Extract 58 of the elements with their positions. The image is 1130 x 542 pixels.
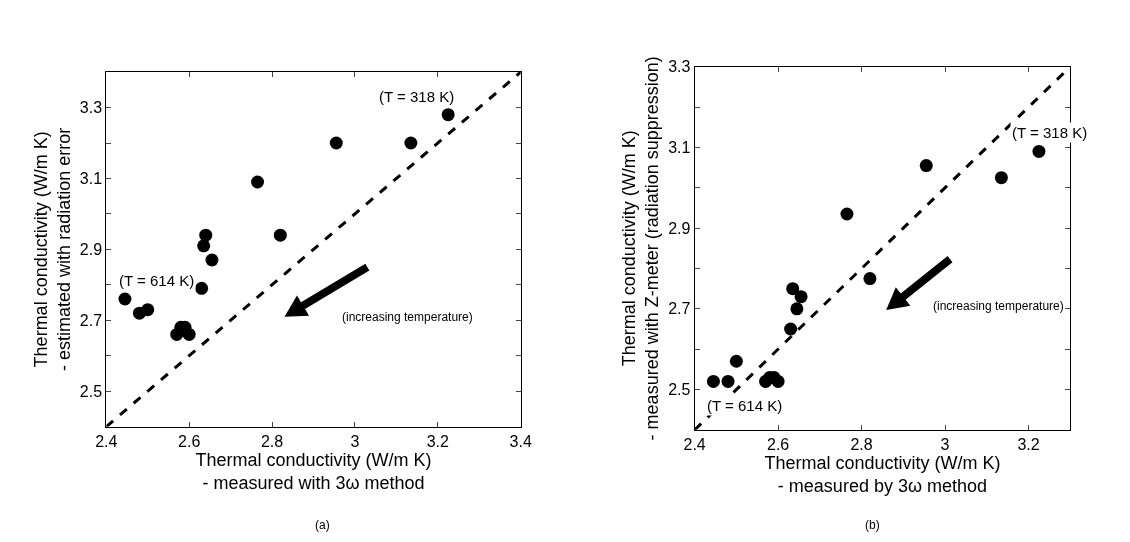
point	[994, 171, 1008, 185]
text: (b)	[865, 518, 880, 532]
y-tick-label: 2.9	[79, 240, 103, 258]
x-tick-label: 3	[940, 436, 950, 454]
x-axis-title: Thermal conductivity (W/m K) - measured with 3ω method	[195, 449, 432, 494]
point	[784, 322, 798, 336]
x-tick-label: 3.4	[509, 432, 532, 450]
annotation: (increasing temperature)	[342, 310, 473, 324]
y-tick-label: 2.9	[668, 219, 691, 237]
annotation: (T = 614 K)	[707, 397, 783, 414]
point	[706, 374, 720, 388]
y-tick-label: 3.3	[668, 58, 691, 76]
y-tick-label: 3.3	[79, 99, 103, 117]
x-tick-label: 2.6	[766, 436, 790, 454]
point	[118, 292, 132, 306]
annotation: (T = 318 K)	[1012, 124, 1088, 141]
point	[729, 354, 743, 368]
point	[205, 253, 219, 267]
point	[273, 228, 287, 242]
x-tick-label: 2.4	[95, 432, 118, 450]
point	[404, 136, 418, 150]
y-tick-label: 3.1	[79, 170, 103, 188]
point	[794, 290, 808, 304]
y-tick-label: 3.1	[668, 139, 691, 157]
point	[1032, 144, 1046, 158]
x-tick-label: 2.4	[683, 436, 706, 454]
x-tick-label: 3.2	[426, 432, 450, 450]
point	[329, 136, 343, 150]
point	[182, 327, 196, 341]
point	[141, 303, 155, 317]
point	[195, 281, 209, 295]
y-axis-title: Thermal conductivity (W/m K) - measured with Z-meter (radiation suppression)	[618, 56, 663, 441]
annotation: (increasing temperature)	[933, 299, 1064, 313]
point	[197, 239, 211, 253]
y-axis-title: Thermal conductivity (W/m K) - estimated with radiation error	[30, 127, 75, 371]
y-tick-label: 2.7	[79, 311, 103, 329]
point	[441, 108, 455, 122]
x-tick-label: 2.6	[178, 432, 201, 450]
point	[251, 175, 265, 189]
y-tick-label: 2.5	[668, 381, 691, 399]
point	[771, 374, 785, 388]
x-tick-label: 3	[350, 432, 360, 450]
x-tick-label: 3.2	[1017, 436, 1040, 454]
point	[199, 228, 213, 242]
point	[863, 272, 877, 286]
x-axis-title: Thermal conductivity (W/m K) - measured by 3ω method	[764, 453, 1001, 497]
point	[790, 302, 804, 316]
point	[786, 282, 800, 296]
point	[840, 207, 854, 221]
x-tick-label: 2.8	[850, 436, 873, 454]
annotation: (T = 318 K)	[379, 88, 455, 105]
text: (a)	[315, 518, 330, 532]
y-tick-label: 2.7	[668, 300, 691, 318]
y-tick-label: 2.5	[79, 382, 103, 400]
point	[721, 374, 735, 388]
x-tick-label: 2.8	[260, 432, 284, 450]
point	[919, 159, 933, 173]
annotation: (T = 614 K)	[119, 272, 195, 289]
